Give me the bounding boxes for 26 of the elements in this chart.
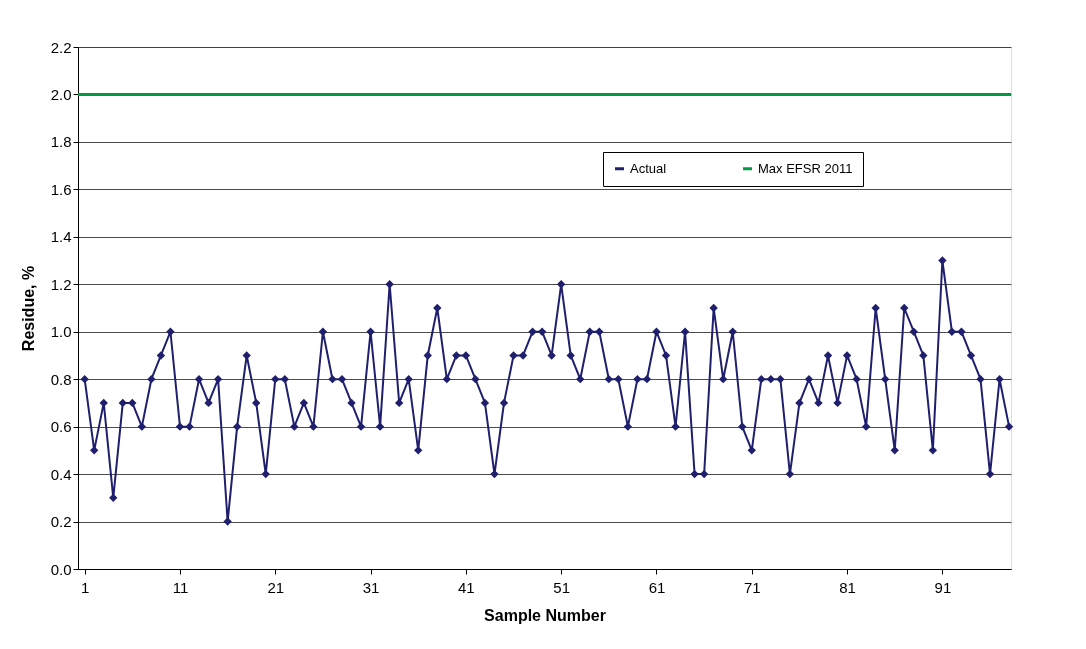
x-axis-title: Sample Number [484, 606, 606, 624]
x-tick-label: 81 [839, 578, 856, 596]
y-axis-title: Residue, % [19, 265, 37, 352]
y-tick-label: 1.2 [50, 275, 72, 293]
y-tick-label: 1.0 [50, 323, 72, 341]
x-tick-label: 21 [267, 578, 285, 596]
y-tick-label: 0.4 [50, 465, 72, 483]
x-tick-label: 51 [553, 578, 571, 596]
x-tick-label: 71 [743, 578, 761, 596]
y-tick-label: 0.2 [50, 513, 72, 531]
x-tick-label: 91 [934, 578, 952, 596]
y-tick-label: 1.4 [50, 228, 72, 246]
y-tick-label: 1.8 [50, 133, 72, 151]
y-tick-label: 2.2 [50, 38, 72, 56]
y-tick-label: 0.0 [50, 560, 72, 578]
x-tick-label: 11 [172, 578, 189, 596]
x-tick-label: 31 [362, 578, 380, 596]
legend-label: Actual [630, 160, 667, 176]
y-tick-label: 2.0 [50, 85, 72, 103]
x-tick-label: 41 [458, 578, 475, 596]
x-tick-label: 61 [648, 578, 666, 596]
y-tick-label: 1.6 [50, 180, 72, 198]
y-tick-label: 0.8 [50, 370, 72, 388]
x-tick-label: 1 [81, 578, 90, 596]
legend-label: Max EFSR 2011 [758, 160, 853, 176]
y-tick-label: 0.6 [50, 418, 72, 436]
